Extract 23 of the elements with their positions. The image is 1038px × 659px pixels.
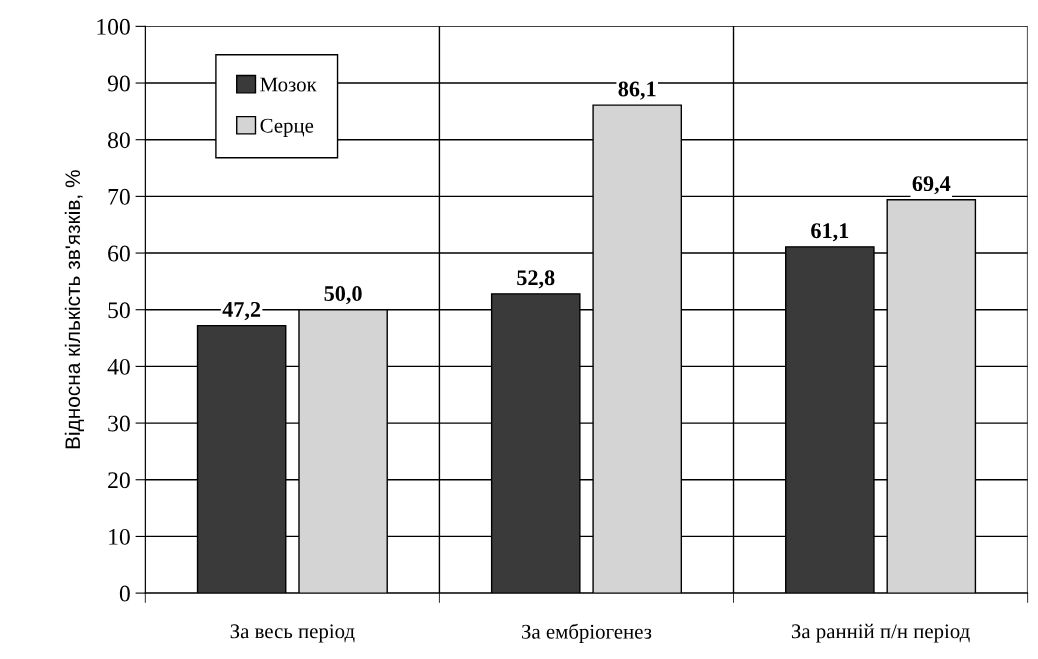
data-label: 69,4 <box>912 176 951 195</box>
y-tick-label: 70 <box>108 188 130 205</box>
y-tick-label: 60 <box>108 245 130 262</box>
y-tick-label: 100 <box>97 18 130 35</box>
x-tick-label: За ембріогенез <box>521 623 652 643</box>
y-tick-label: 0 <box>119 585 130 602</box>
y-tick-label: 20 <box>108 472 130 489</box>
legend-label: Мозок <box>260 77 317 92</box>
y-tick-label: 40 <box>107 358 130 375</box>
y-tick-label: 80 <box>108 132 130 149</box>
y-axis-title: Відносна кількість зв'язків, % <box>64 170 85 449</box>
y-tick-label: 10 <box>109 528 130 545</box>
x-tick-label: За ранній п/н період <box>791 623 970 643</box>
legend-label: Серце <box>260 118 314 137</box>
data-label: 50,0 <box>324 286 362 305</box>
y-tick-label: 30 <box>108 415 130 432</box>
data-label: 52,8 <box>517 270 555 289</box>
y-tick-label: 50 <box>108 302 130 319</box>
x-tick-label: За весь період <box>230 624 355 643</box>
data-label: 47,2 <box>222 301 261 321</box>
y-tick-label: 90 <box>107 75 130 92</box>
data-label: 86,1 <box>618 81 656 100</box>
data-label: 61,1 <box>811 223 849 242</box>
